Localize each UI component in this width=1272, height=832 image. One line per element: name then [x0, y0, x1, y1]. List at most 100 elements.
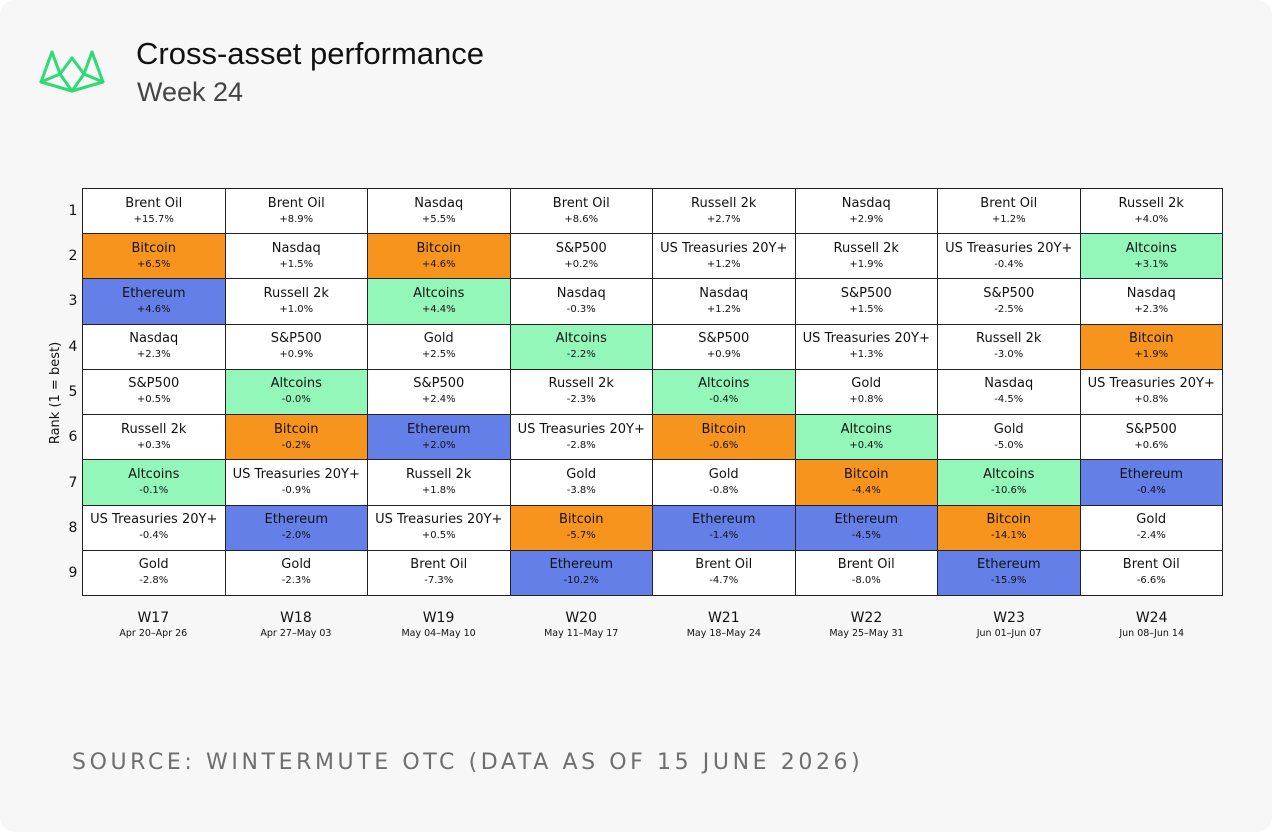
- table-cell: Altcoins +3.1%: [1080, 234, 1223, 280]
- table-cell: Gold -2.4%: [1080, 505, 1223, 551]
- asset-name: US Treasuries 20Y+: [517, 421, 645, 437]
- table-cell: Ethereum -2.0%: [225, 505, 368, 551]
- asset-name: Brent Oil: [980, 195, 1038, 211]
- week-label: W21 May 18–May 24: [653, 610, 796, 641]
- asset-name: Brent Oil: [267, 195, 325, 211]
- asset-return: -5.7%: [566, 530, 596, 542]
- table-cell: US Treasuries 20Y+ +1.3%: [795, 324, 938, 370]
- table-cell: Gold +2.5%: [368, 324, 511, 370]
- asset-name: Nasdaq: [129, 331, 179, 347]
- week-range: May 11–May 17: [544, 628, 619, 639]
- table-cell: Brent Oil +8.9%: [225, 189, 368, 235]
- table-cell: Nasdaq +1.2%: [653, 279, 796, 325]
- week-label: W22 May 25–May 31: [795, 610, 938, 641]
- asset-return: -2.3%: [281, 575, 311, 587]
- asset-return: +2.3%: [1134, 304, 1169, 316]
- asset-return: +0.5%: [421, 530, 456, 542]
- table-cell: Ethereum -0.4%: [1080, 460, 1223, 506]
- asset-return: +0.5%: [136, 394, 171, 406]
- table-cell: Brent Oil -4.7%: [653, 550, 796, 596]
- asset-return: -1.4%: [709, 530, 739, 542]
- asset-name: Gold: [423, 331, 454, 347]
- asset-return: +1.2%: [991, 213, 1026, 225]
- asset-return: +4.6%: [136, 304, 171, 316]
- asset-return: +1.5%: [279, 258, 314, 270]
- asset-return: -0.6%: [709, 439, 739, 451]
- asset-name: Russell 2k: [1118, 195, 1184, 211]
- asset-name: S&P500: [698, 331, 750, 347]
- asset-name: Nasdaq: [556, 286, 606, 302]
- table-cell: Nasdaq +2.3%: [1080, 279, 1223, 325]
- week-number: W21: [707, 610, 740, 626]
- asset-name: Ethereum: [549, 557, 613, 573]
- rank-label: 9: [68, 565, 78, 582]
- table-cell: Ethereum -4.5%: [795, 505, 938, 551]
- table-cell: Brent Oil +15.7%: [83, 189, 226, 235]
- asset-return: +0.3%: [136, 439, 171, 451]
- table-cell: Ethereum -10.2%: [510, 550, 653, 596]
- asset-name: S&P500: [840, 286, 892, 302]
- asset-return: -10.6%: [991, 484, 1027, 496]
- table-cell: Brent Oil -8.0%: [795, 550, 938, 596]
- asset-return: +0.9%: [706, 349, 741, 361]
- table-cell: Altcoins +4.4%: [368, 279, 511, 325]
- asset-name: Russell 2k: [976, 331, 1042, 347]
- table-cell: Nasdaq -4.5%: [938, 369, 1081, 416]
- asset-name: Ethereum: [264, 512, 328, 528]
- rank-label: 8: [68, 519, 78, 536]
- asset-name: Nasdaq: [1126, 286, 1176, 302]
- asset-return: +0.4%: [849, 439, 884, 451]
- table-cell: S&P500 -2.5%: [938, 279, 1081, 325]
- asset-name: Bitcoin: [986, 512, 1032, 528]
- asset-name: Nasdaq: [414, 195, 464, 211]
- week-label: W17 Apr 20–Apr 26: [82, 610, 225, 641]
- table-cell: Altcoins -2.2%: [510, 324, 653, 370]
- table-cell: Nasdaq +1.5%: [225, 234, 368, 280]
- asset-return: -6.6%: [1136, 575, 1166, 587]
- table-cell: Brent Oil +1.2%: [938, 189, 1081, 235]
- asset-return: -4.5%: [994, 394, 1024, 406]
- week-range: Apr 20–Apr 26: [119, 628, 188, 639]
- asset-name: Russell 2k: [833, 240, 899, 256]
- asset-name: Brent Oil: [410, 557, 468, 573]
- asset-name: Russell 2k: [263, 286, 329, 302]
- asset-return: +1.3%: [849, 349, 884, 361]
- asset-return: -2.5%: [994, 304, 1024, 316]
- asset-name: Gold: [138, 557, 169, 573]
- week-number: W18: [280, 610, 312, 626]
- table-cell: S&P500 +0.9%: [653, 324, 796, 370]
- asset-name: Altcoins: [1125, 240, 1177, 256]
- asset-return: -0.8%: [709, 484, 739, 496]
- asset-name: Gold: [281, 557, 312, 573]
- asset-name: Bitcoin: [558, 512, 604, 528]
- asset-name: Nasdaq: [699, 286, 749, 302]
- asset-return: +3.1%: [1134, 258, 1169, 270]
- asset-return: +0.2%: [564, 258, 599, 270]
- asset-name: S&P500: [555, 240, 607, 256]
- asset-return: +6.5%: [136, 258, 171, 270]
- asset-return: +5.5%: [421, 213, 456, 225]
- asset-return: -3.8%: [566, 484, 596, 496]
- asset-return: +1.5%: [849, 304, 884, 316]
- asset-name: Ethereum: [691, 512, 756, 528]
- asset-return: +4.6%: [421, 258, 456, 270]
- asset-name: Gold: [1136, 512, 1167, 528]
- rank-label: 3: [68, 293, 78, 310]
- asset-return: +2.9%: [849, 213, 884, 225]
- table-cell: Altcoins -0.0%: [225, 369, 368, 416]
- table-cell: Ethereum -15.9%: [938, 550, 1081, 596]
- week-label: W19 May 04–May 10: [367, 610, 510, 641]
- asset-return: -4.4%: [851, 484, 881, 496]
- asset-return: +0.6%: [1134, 439, 1169, 451]
- table-cell: Gold -5.0%: [938, 415, 1081, 461]
- week-number: W19: [422, 610, 455, 626]
- table-cell: S&P500 +0.2%: [510, 234, 653, 280]
- asset-return: +4.0%: [1134, 213, 1169, 225]
- asset-return: +1.0%: [279, 304, 314, 316]
- asset-return: -0.3%: [566, 304, 596, 316]
- asset-name: Bitcoin: [131, 240, 177, 256]
- week-range: May 04–May 10: [401, 628, 476, 639]
- week-number: W24: [1135, 610, 1168, 626]
- asset-name: US Treasuries 20Y+: [232, 466, 360, 482]
- asset-return: -0.4%: [709, 394, 739, 406]
